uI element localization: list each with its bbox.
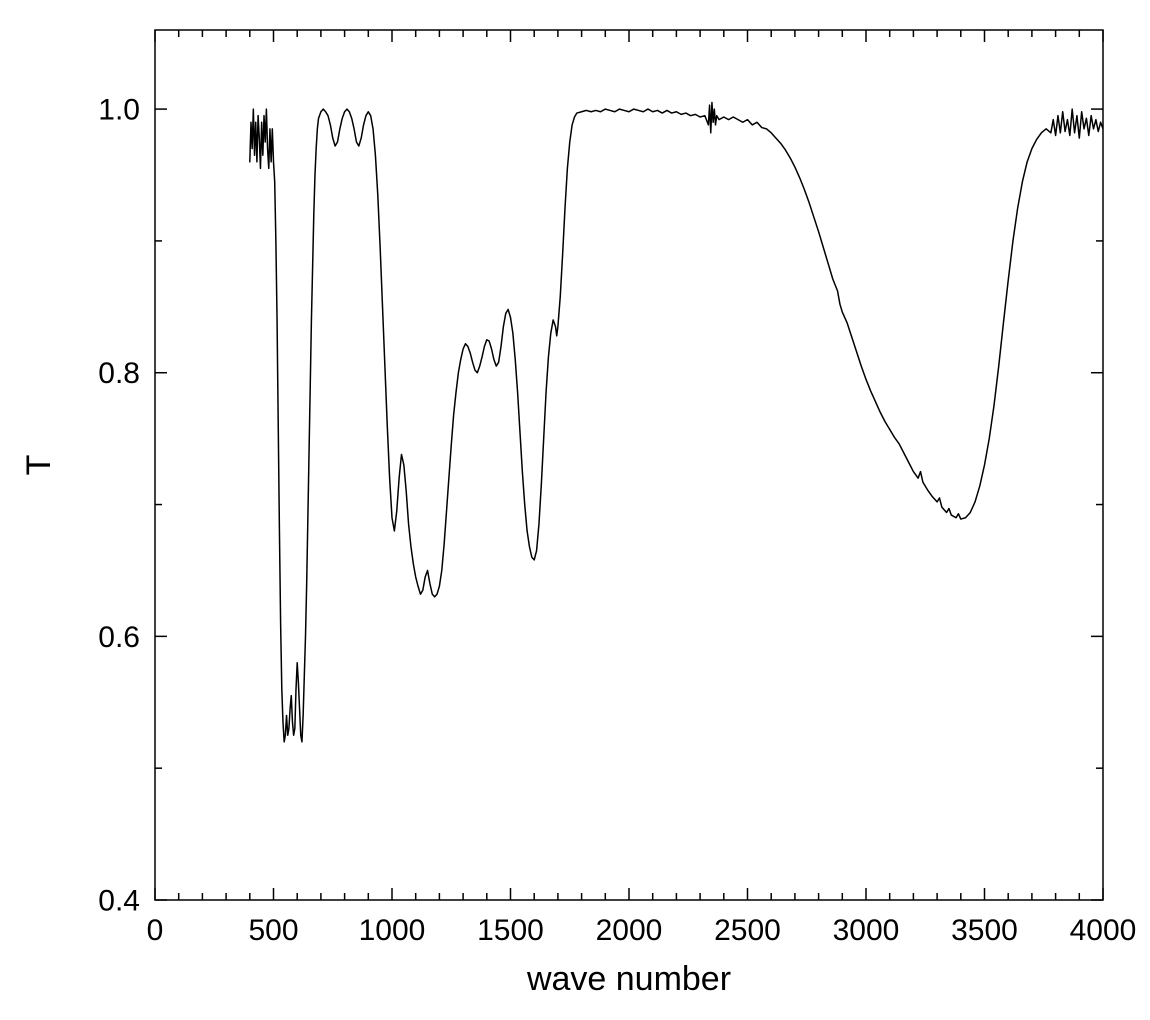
x-tick-label: 1000 (359, 914, 426, 947)
x-tick-label: 0 (147, 914, 164, 947)
y-tick-label: 0.8 (98, 357, 140, 390)
chart-svg: 0 500 1000 1500 2000 2500 3000 3500 4000 0.4 0.6 0.… (0, 0, 1150, 1020)
spectrum-chart: 0 500 1000 1500 2000 2500 3000 3500 4000 0.4 0.6 0.… (0, 0, 1150, 1020)
x-tick-label: 3000 (833, 914, 900, 947)
x-axis-label: wave number (526, 960, 731, 998)
x-tick-label: 2500 (714, 914, 781, 947)
y-tick-label: 1.0 (98, 94, 140, 127)
x-tick-label: 1500 (477, 914, 544, 947)
y-axis-label: T (20, 455, 58, 476)
x-tick-label: 500 (248, 914, 298, 947)
y-tick-label: 0.6 (98, 621, 140, 654)
x-tick-label: 3500 (951, 914, 1018, 947)
x-tick-label: 4000 (1070, 914, 1137, 947)
x-tick-label: 2000 (596, 914, 663, 947)
y-tick-label: 0.4 (98, 885, 140, 918)
